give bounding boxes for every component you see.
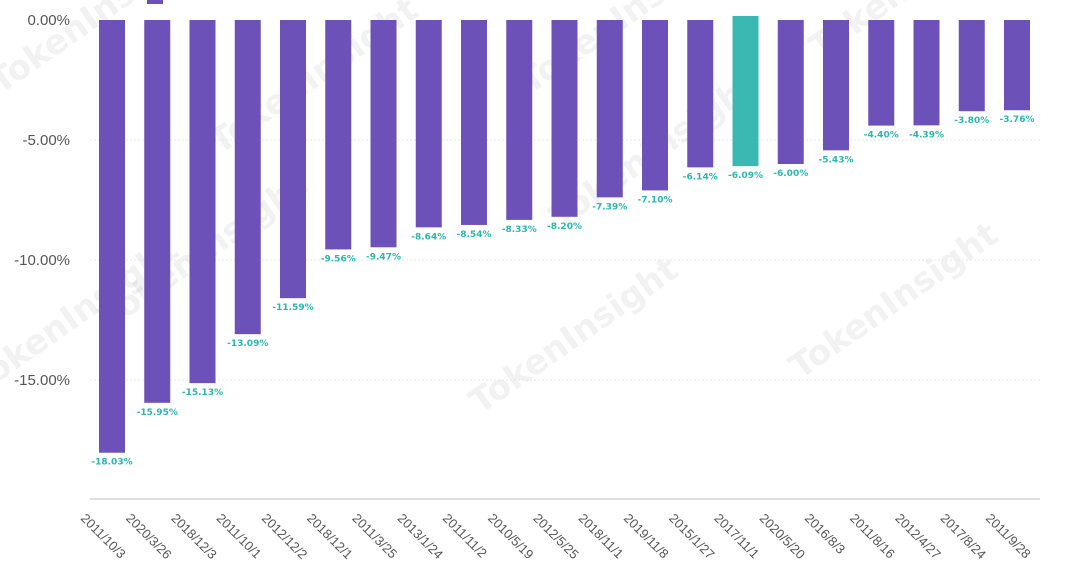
data-labels: -18.03% -15.95% -15.13% -13.09% -11.59% -9.56… <box>91 115 1034 467</box>
data-label: -11.59% <box>272 303 313 313</box>
data-label: -15.13% <box>182 388 223 398</box>
x-tick-label: 2011/10/1 <box>214 511 265 562</box>
x-axis: 2011/10/32020/3/262018/12/32011/10/12012… <box>78 511 1034 563</box>
x-tick-label: 2010/5/19 <box>485 511 537 563</box>
legend-swatch <box>147 0 163 4</box>
x-tick-label: 2011/11/2 <box>440 511 490 561</box>
bar <box>596 20 623 198</box>
data-label: -4.39% <box>909 130 944 140</box>
bar <box>551 20 578 217</box>
data-label: -15.95% <box>137 408 178 418</box>
x-tick-label: 2020/5/20 <box>757 511 809 563</box>
watermark-text: TokenInsight <box>782 214 1005 387</box>
data-label: -8.64% <box>411 232 446 242</box>
x-tick-label: 2011/10/3 <box>78 511 129 562</box>
x-tick-label: 2011/9/28 <box>983 511 1034 562</box>
watermark-text: TokenInsight <box>462 249 685 422</box>
data-label: -7.10% <box>638 195 673 205</box>
y-axis: 0.00% -5.00% -10.00% -15.00% <box>14 12 70 389</box>
data-label: -8.20% <box>547 222 582 232</box>
data-label: -9.47% <box>366 252 401 262</box>
data-label: -6.00% <box>773 169 808 179</box>
data-label: -7.39% <box>592 202 627 212</box>
data-label: -8.33% <box>502 225 537 235</box>
x-tick-label: 2017/11/1 <box>711 511 762 562</box>
data-label: -6.14% <box>683 172 718 182</box>
x-tick-label: 2012/12/2 <box>259 511 311 563</box>
x-tick-label: 2018/12/1 <box>304 511 356 563</box>
x-tick-label: 2012/5/25 <box>530 511 582 563</box>
y-tick-label: -10.00% <box>14 252 70 269</box>
bar <box>99 20 125 453</box>
legend <box>147 0 163 4</box>
bars <box>99 16 1030 453</box>
x-tick-label: 2019/11/8 <box>621 511 672 562</box>
x-tick-label: 2015/1/27 <box>666 511 718 563</box>
data-label: -5.43% <box>819 155 854 165</box>
y-tick-label: 0.00% <box>27 12 70 29</box>
data-label: -8.54% <box>457 230 492 240</box>
x-tick-label: 2012/4/27 <box>892 511 944 563</box>
bar <box>868 20 895 126</box>
x-tick-label: 2018/12/3 <box>168 511 220 563</box>
x-tick-label: 2017/8/24 <box>938 511 990 563</box>
bar <box>144 20 171 403</box>
bar <box>506 20 533 220</box>
bar <box>958 20 985 112</box>
y-tick-label: -5.00% <box>22 132 70 149</box>
bar <box>280 20 306 299</box>
bar <box>189 20 216 384</box>
bar <box>1004 20 1030 111</box>
x-tick-label: 2011/8/16 <box>847 511 898 562</box>
bar <box>687 20 714 168</box>
bar <box>234 20 261 335</box>
data-label: -4.40% <box>864 131 899 141</box>
bar <box>325 20 352 250</box>
bar <box>732 16 759 167</box>
x-tick-label: 2013/1/24 <box>395 511 447 563</box>
x-tick-label: 2011/3/25 <box>349 511 400 562</box>
data-label: -18.03% <box>91 458 132 468</box>
bar <box>370 20 397 248</box>
data-label: -9.56% <box>321 254 356 264</box>
x-tick-label: 2020/3/26 <box>123 511 175 563</box>
y-tick-label: -15.00% <box>14 372 70 389</box>
data-label: -3.76% <box>1000 115 1035 125</box>
bar <box>913 20 940 126</box>
bar <box>823 20 849 151</box>
bar <box>642 20 668 191</box>
bar <box>777 20 804 164</box>
data-label: -13.09% <box>227 339 268 349</box>
bar <box>461 20 487 225</box>
bar <box>415 20 442 228</box>
x-tick-label: 2018/11/1 <box>576 511 627 562</box>
x-tick-label: 2016/8/3 <box>802 511 848 557</box>
data-label: -6.09% <box>728 171 763 181</box>
data-label: -3.80% <box>954 116 989 126</box>
